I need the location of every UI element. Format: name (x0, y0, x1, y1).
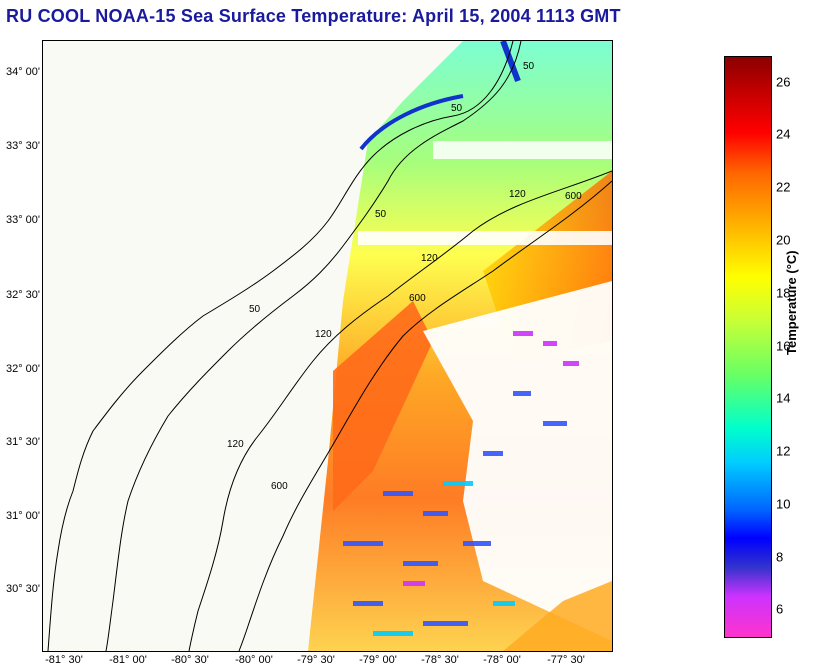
colorbar-tick: 6 (776, 601, 784, 617)
lat-label: 33° 00' (5, 214, 40, 226)
lat-label: 32° 00' (5, 363, 40, 375)
sst-swath (308, 41, 612, 651)
colorbar-tick: 10 (776, 496, 791, 512)
isobath-label: 600 (271, 481, 288, 492)
colorbar-tick: 20 (776, 232, 791, 248)
lon-label: -79° 00' (359, 654, 397, 666)
isobath-label: 120 (227, 439, 244, 450)
temperature-colorbar (724, 56, 772, 638)
colorbar-label: Temperature (°C) (784, 250, 799, 355)
isobath-label: 600 (409, 293, 426, 304)
colorbar-tick: 16 (776, 338, 791, 354)
lon-label: -80° 30' (171, 654, 209, 666)
lon-label: -81° 30' (45, 654, 83, 666)
lon-label: -81° 00' (109, 654, 147, 666)
lon-label: -78° 00' (483, 654, 521, 666)
colorbar-tick: 8 (776, 549, 784, 565)
lat-label: 31° 30' (5, 436, 40, 448)
map-title: RU COOL NOAA-15 Sea Surface Temperature:… (6, 6, 621, 26)
lat-label: 33° 30' (5, 140, 40, 152)
colorbar-tick: 26 (776, 74, 791, 90)
sst-map: 50 50 50 50 120 120 120 120 600 600 600 (42, 40, 613, 652)
isobath-label: 50 (249, 304, 261, 315)
lat-label: 30° 30' (5, 583, 40, 595)
coastline (47, 41, 514, 651)
sst-map-canvas (47, 41, 612, 651)
lon-label: -77° 30' (547, 654, 585, 666)
colorbar-tick: 12 (776, 443, 791, 459)
lon-label: -79° 30' (297, 654, 335, 666)
isobath-600 (238, 180, 612, 651)
lat-label: 31° 00' (5, 510, 40, 522)
isobath-label: 120 (421, 253, 438, 264)
lon-label: -80° 00' (235, 654, 273, 666)
isobath-label: 50 (451, 103, 463, 114)
lat-label: 32° 30' (5, 289, 40, 301)
lon-label: -78° 30' (421, 654, 459, 666)
colorbar-tick: 18 (776, 285, 791, 301)
isobath-120 (188, 170, 612, 651)
isobath-50 (105, 41, 522, 651)
isobath-label: 50 (375, 209, 387, 220)
colorbar-tick: 14 (776, 390, 791, 406)
colorbar-tick: 22 (776, 179, 791, 195)
isobath-label: 120 (509, 189, 526, 200)
lat-label: 34° 00' (5, 66, 40, 78)
colorbar-tick: 24 (776, 126, 791, 142)
isobath-label: 120 (315, 329, 332, 340)
isobath-label: 600 (565, 191, 582, 202)
isobath-label: 50 (523, 61, 535, 72)
